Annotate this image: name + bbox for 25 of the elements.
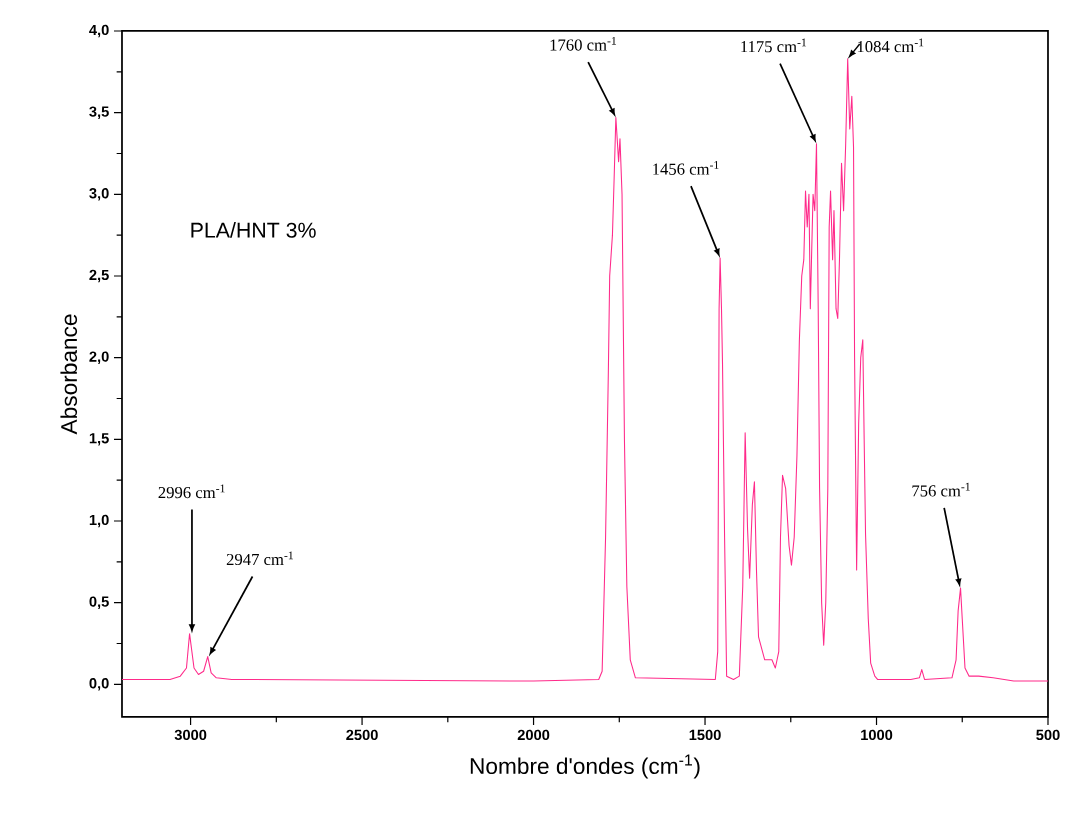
annotation: 2996 cm$^{-1}$: [158, 484, 225, 499]
x-tick-label: 1500: [689, 729, 721, 741]
x-tick-label: 500: [1036, 729, 1060, 741]
annotation: 2947 cm$^{-1}$: [226, 551, 293, 566]
x-tick-label: 1000: [861, 729, 893, 741]
annotation: 1175 cm$^{-1}$: [741, 38, 807, 53]
annotation: 1084 cm$^{-1}$: [857, 38, 924, 53]
y-tick-label: 2,0: [89, 351, 109, 364]
annotation: 756 cm$^{-1}$: [912, 482, 970, 497]
annotation: 1456 cm$^{-1}$: [653, 161, 719, 175]
y-tick-label: 1,0: [89, 514, 109, 528]
y-tick-label: 1,5: [89, 433, 109, 446]
y-axis-title: Absorbance: [60, 314, 78, 435]
x-axis-title: Nombre d'ondes (cm$^{-1}$): [470, 754, 700, 779]
y-tick-label: 3,0: [89, 188, 109, 201]
x-tick-label: 2000: [517, 729, 550, 741]
y-tick-label: 4,0: [89, 24, 109, 38]
annotation: 1760 cm$^{-1}$: [550, 36, 617, 51]
y-tick-label: 0,5: [89, 596, 109, 609]
annotation: PLA/HNT 3%: [191, 222, 316, 238]
y-tick-label: 3,5: [89, 106, 109, 119]
y-tick-label: 0,0: [89, 678, 109, 691]
y-tick-label: 2,5: [89, 269, 109, 283]
x-tick-label: 2500: [346, 729, 378, 741]
x-tick-label: 3000: [174, 729, 207, 741]
